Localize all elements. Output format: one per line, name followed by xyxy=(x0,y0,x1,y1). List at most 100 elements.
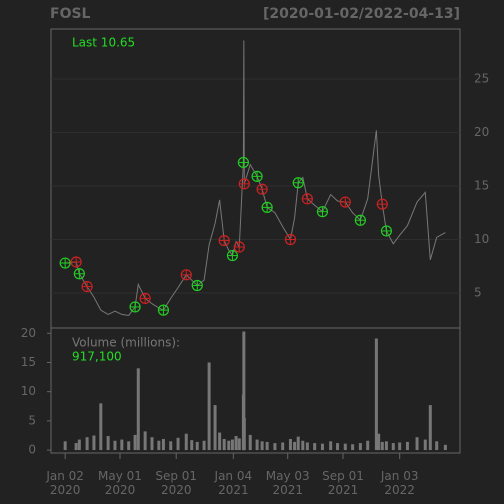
volume-bar xyxy=(136,368,140,451)
x-tick-label: Sep 01 2020 xyxy=(155,469,197,497)
volume-last: 917,100 xyxy=(72,350,122,364)
x-tick-label: Sep 01 2021 xyxy=(322,469,364,497)
signal-marker xyxy=(292,177,304,189)
volume-bar xyxy=(133,434,137,451)
x-tick-label: May 03 2021 xyxy=(266,469,310,497)
y-tick-label: 20 xyxy=(21,326,36,340)
volume-bar xyxy=(234,436,238,451)
signal-marker xyxy=(376,198,388,210)
signal-marker xyxy=(139,292,151,304)
volume-bar xyxy=(384,441,388,451)
volume-bar xyxy=(92,435,96,451)
volume-bar xyxy=(106,436,110,451)
date-range: [2020-01-02/2022-04-13] xyxy=(263,6,460,22)
volume-bar xyxy=(265,441,269,451)
signal-marker xyxy=(157,304,170,316)
volume-bar xyxy=(230,439,234,451)
signal-marker xyxy=(284,233,297,246)
volume-bar xyxy=(288,438,292,451)
volume-bar xyxy=(313,443,317,451)
volume-bar xyxy=(242,331,246,451)
y-tick-label: 10 xyxy=(21,384,36,398)
signal-marker xyxy=(233,241,245,253)
volume-bar xyxy=(161,438,165,451)
volume-bar xyxy=(202,440,206,451)
signal-marker xyxy=(129,301,141,313)
volume-bar xyxy=(428,405,432,451)
volume-bar xyxy=(281,442,285,451)
volume-bar xyxy=(127,441,131,451)
volume-bar xyxy=(435,441,439,451)
volume-bar xyxy=(63,441,67,451)
last-label: Last 10.65 xyxy=(72,36,135,50)
signal-marker xyxy=(380,225,393,237)
volume-bar xyxy=(374,338,378,451)
volume-bar xyxy=(301,440,305,451)
signal-marker xyxy=(301,193,313,205)
volume-bar xyxy=(213,405,217,451)
volume-bar xyxy=(222,438,226,451)
volume-bar xyxy=(227,440,231,451)
volume-bar xyxy=(237,438,241,451)
signal-marker xyxy=(354,214,366,226)
volume-bar xyxy=(248,434,252,451)
volume-bar xyxy=(273,443,277,451)
y-tick-label: 15 xyxy=(21,355,36,369)
volume-bar xyxy=(415,437,419,451)
y-tick-label: 15 xyxy=(474,178,489,192)
volume-bar xyxy=(85,437,89,451)
x-tick-label: Jan 02 2020 xyxy=(45,469,84,497)
signal-marker xyxy=(70,256,82,268)
volume-panel xyxy=(50,327,461,454)
volume-bar xyxy=(343,443,347,451)
volume-bar xyxy=(120,439,124,451)
volume-bar xyxy=(242,417,246,451)
volume-bar xyxy=(169,441,173,451)
volume-bar xyxy=(405,441,409,451)
volume-bar xyxy=(329,441,333,451)
volume-bar xyxy=(305,442,309,451)
signal-marker xyxy=(59,257,71,269)
volume-label: Volume (millions): xyxy=(72,336,180,350)
y-tick-label: 0 xyxy=(28,443,36,457)
volume-bar xyxy=(99,403,103,451)
signal-marker xyxy=(73,268,85,280)
y-tick-label: 10 xyxy=(474,232,489,246)
signal-marker xyxy=(237,156,249,169)
volume-bar xyxy=(336,443,340,451)
y-tick-label: 20 xyxy=(474,125,489,139)
volume-bar xyxy=(190,440,194,451)
chart-title: FOSL xyxy=(50,6,91,22)
volume-bar xyxy=(207,362,211,451)
volume-bar xyxy=(157,440,161,451)
volume-bar xyxy=(255,439,259,451)
signal-marker xyxy=(81,280,93,293)
x-tick-label: Jan 04 2021 xyxy=(214,469,253,497)
signal-marker xyxy=(261,201,273,213)
x-tick-label: Jan 03 2022 xyxy=(380,469,419,497)
volume-bar xyxy=(218,432,222,451)
signal-marker xyxy=(226,249,239,262)
volume-bar xyxy=(358,443,362,451)
signal-marker xyxy=(218,234,230,247)
signal-marker xyxy=(251,170,263,182)
volume-bar xyxy=(380,441,384,451)
volume-bar xyxy=(113,440,117,451)
volume-bar xyxy=(296,436,300,451)
volume-bar xyxy=(176,437,180,451)
volume-bar xyxy=(366,440,370,451)
volume-bar xyxy=(443,444,447,451)
volume-bar xyxy=(143,431,147,451)
signal-marker xyxy=(191,279,203,292)
volume-bar xyxy=(150,437,154,451)
volume-bar xyxy=(195,441,199,451)
x-tick-label: May 01 2020 xyxy=(98,469,142,497)
volume-bar xyxy=(293,441,297,451)
signal-marker xyxy=(238,178,250,190)
volume-bar xyxy=(184,433,188,451)
y-tick-label: 25 xyxy=(474,71,489,85)
volume-bar xyxy=(74,443,78,451)
volume-bar xyxy=(320,443,324,451)
signal-marker xyxy=(316,206,329,218)
